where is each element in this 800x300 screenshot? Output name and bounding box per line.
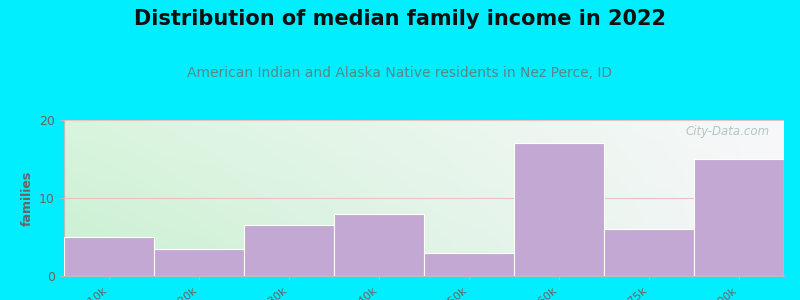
Y-axis label: families: families bbox=[21, 170, 34, 226]
Bar bbox=[514, 143, 604, 276]
Bar bbox=[424, 253, 514, 276]
Text: American Indian and Alaska Native residents in Nez Perce, ID: American Indian and Alaska Native reside… bbox=[187, 66, 613, 80]
Bar bbox=[244, 225, 334, 276]
Bar bbox=[64, 237, 154, 276]
Bar bbox=[694, 159, 784, 276]
Bar bbox=[604, 229, 694, 276]
Text: Distribution of median family income in 2022: Distribution of median family income in … bbox=[134, 9, 666, 29]
Text: City-Data.com: City-Data.com bbox=[686, 125, 770, 138]
Bar bbox=[334, 214, 424, 276]
Bar bbox=[154, 249, 244, 276]
